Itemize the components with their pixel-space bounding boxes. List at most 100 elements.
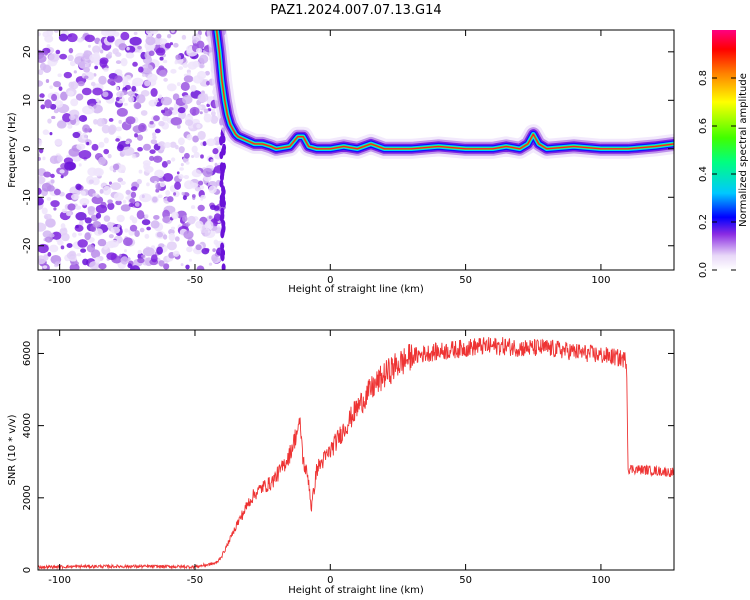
noise-blob [148,50,155,57]
noise-blob [161,160,168,168]
noise-blob [66,243,73,248]
noise-blob [106,221,114,229]
noise-blob [103,137,109,144]
noise-blob [189,106,200,116]
noise-blob [60,245,65,250]
noise-blob [162,216,171,224]
noise-blob [68,81,75,89]
noise-blob [108,124,117,134]
noise-blob [148,99,158,107]
noise-blob [172,93,180,101]
colorbar: 0.0 0.2 0.4 0.6 0.8 Normalized spectral ampl… [698,30,749,278]
noise-blob [169,141,177,148]
noise-blob [196,123,201,129]
noise-blob [126,46,130,51]
noise-blob [190,84,197,92]
noise-blob [160,96,173,106]
noise-blob [118,119,122,124]
noise-blob [201,229,209,237]
noise-blob [43,50,48,56]
snr-y-ticks: 0 2000 4000 6000 [22,341,674,573]
noise-blob [186,134,193,141]
noise-blob [68,47,74,54]
noise-blob [84,217,92,224]
noise-blob [47,252,52,257]
noise-blob [103,67,109,72]
noise-blob [162,234,168,240]
noise-blob [58,33,68,42]
noise-blob [142,247,155,257]
noise-edge [221,263,226,270]
noise-blob [124,228,129,233]
noise-blob [166,83,177,92]
noise-blob [42,156,46,161]
noise-blob [76,37,84,43]
noise-blob [154,128,161,134]
noise-blob [186,246,193,253]
noise-blob [83,67,90,73]
noise-blob [174,181,182,190]
noise-blob [86,244,95,253]
colorbar-tick-label: 0.6 [698,118,709,134]
noise-blob [138,66,144,73]
ridge-layer-5 [215,30,674,151]
noise-blob [180,263,184,267]
noise-blob [191,169,202,178]
noise-blob [58,86,63,91]
noise-blob [134,202,140,207]
noise-blob [117,177,124,183]
noise-blob [75,93,84,101]
noise-blob [38,187,42,195]
noise-edge [220,228,225,237]
noise-blob [69,263,80,270]
noise-blob [97,230,103,235]
noise-blob [184,180,195,190]
noise-blob [131,82,138,87]
noise-blob [204,248,210,252]
noise-blob [108,234,114,239]
noise-blob [81,132,88,140]
noise-blob [53,30,59,33]
noise-blob [93,167,104,177]
noise-blob [50,179,55,184]
snr-x-tick-label: -50 [187,575,203,586]
noise-blob [75,205,82,210]
noise-blob [197,130,206,140]
noise-blob [115,200,122,206]
noise-blob [120,204,131,212]
noise-blob [113,192,124,202]
noise-blob [158,65,165,71]
noise-blob [176,171,180,175]
noise-blob [66,211,72,217]
noise-blob [93,52,100,59]
noise-blob [190,205,196,209]
noise-blob [167,34,172,39]
noise-blob [159,38,168,45]
noise-blob [108,181,113,185]
noise-blob [69,114,76,121]
noise-blob [154,180,158,185]
noise-blob [38,32,41,37]
noise-blob [141,254,146,258]
noise-blob [42,265,48,269]
noise-blob [136,178,142,185]
noise-blob [137,146,143,152]
noise-blob [67,124,73,129]
noise-blob [187,215,196,225]
noise-blob [213,205,220,211]
noise-blob [118,43,127,51]
noise-blob [107,199,113,204]
noise-blob [186,239,195,247]
noise-blob [213,239,219,245]
noise-blob [112,169,117,173]
noise-blob [191,194,196,198]
noise-blob [182,94,193,105]
noise-blob [38,156,41,161]
noise-blob [157,142,162,147]
noise-blob [108,118,114,122]
noise-blob [76,143,86,151]
noise-blob [131,153,137,159]
noise-blob [73,70,77,74]
noise-blob [195,244,202,251]
